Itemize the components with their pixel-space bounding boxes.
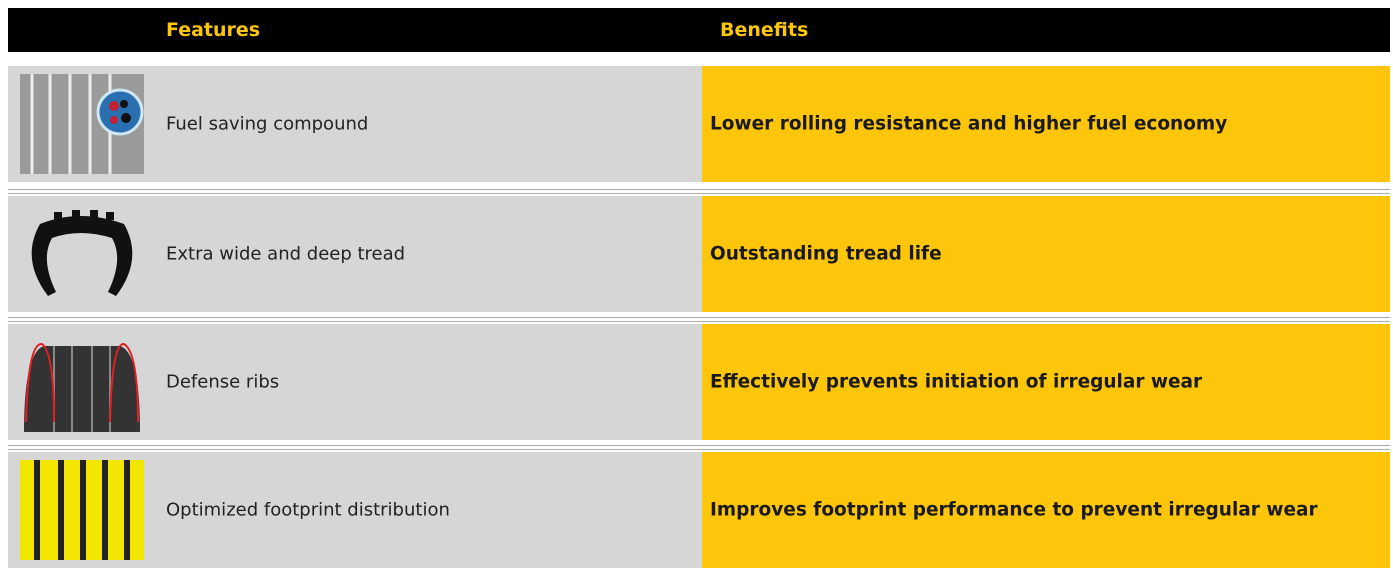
compound-icon (20, 74, 144, 174)
header-bar: Features Benefits (8, 8, 1390, 52)
row-separator (8, 189, 1390, 194)
benefit-cell: Improves footprint performance to preven… (702, 452, 1390, 568)
row: Defense ribs Effectively prevents initia… (8, 324, 1390, 440)
benefit-cell: Effectively prevents initiation of irreg… (702, 324, 1390, 440)
feature-cell: Extra wide and deep tread (8, 196, 702, 312)
row: Fuel saving compound Lower rolling resis… (8, 66, 1390, 182)
benefits-heading: Benefits (720, 19, 809, 41)
features-heading: Features (166, 19, 261, 41)
ribs-icon (24, 343, 140, 432)
feature-text: Fuel saving compound (166, 113, 369, 135)
benefit-cell: Outstanding tread life (702, 196, 1390, 312)
benefit-cell: Lower rolling resistance and higher fuel… (702, 66, 1390, 182)
feature-cell: Fuel saving compound (8, 66, 702, 182)
profile-icon (31, 210, 133, 296)
row-separator (8, 317, 1390, 322)
row: Optimized footprint distribution Improve… (8, 452, 1390, 568)
feature-cell: Defense ribs (8, 324, 702, 440)
benefit-text: Lower rolling resistance and higher fuel… (710, 113, 1228, 135)
feature-text: Optimized footprint distribution (166, 499, 450, 521)
feature-cell: Optimized footprint distribution (8, 452, 702, 568)
benefit-text: Effectively prevents initiation of irreg… (710, 371, 1203, 393)
benefit-text: Outstanding tread life (710, 243, 942, 265)
feature-text: Extra wide and deep tread (166, 243, 406, 265)
footprint-icon (20, 460, 144, 560)
row-separator (8, 445, 1390, 450)
benefit-text: Improves footprint performance to preven… (710, 499, 1318, 521)
feature-text: Defense ribs (166, 371, 280, 393)
row: Extra wide and deep tread Outstanding tr… (8, 196, 1390, 312)
